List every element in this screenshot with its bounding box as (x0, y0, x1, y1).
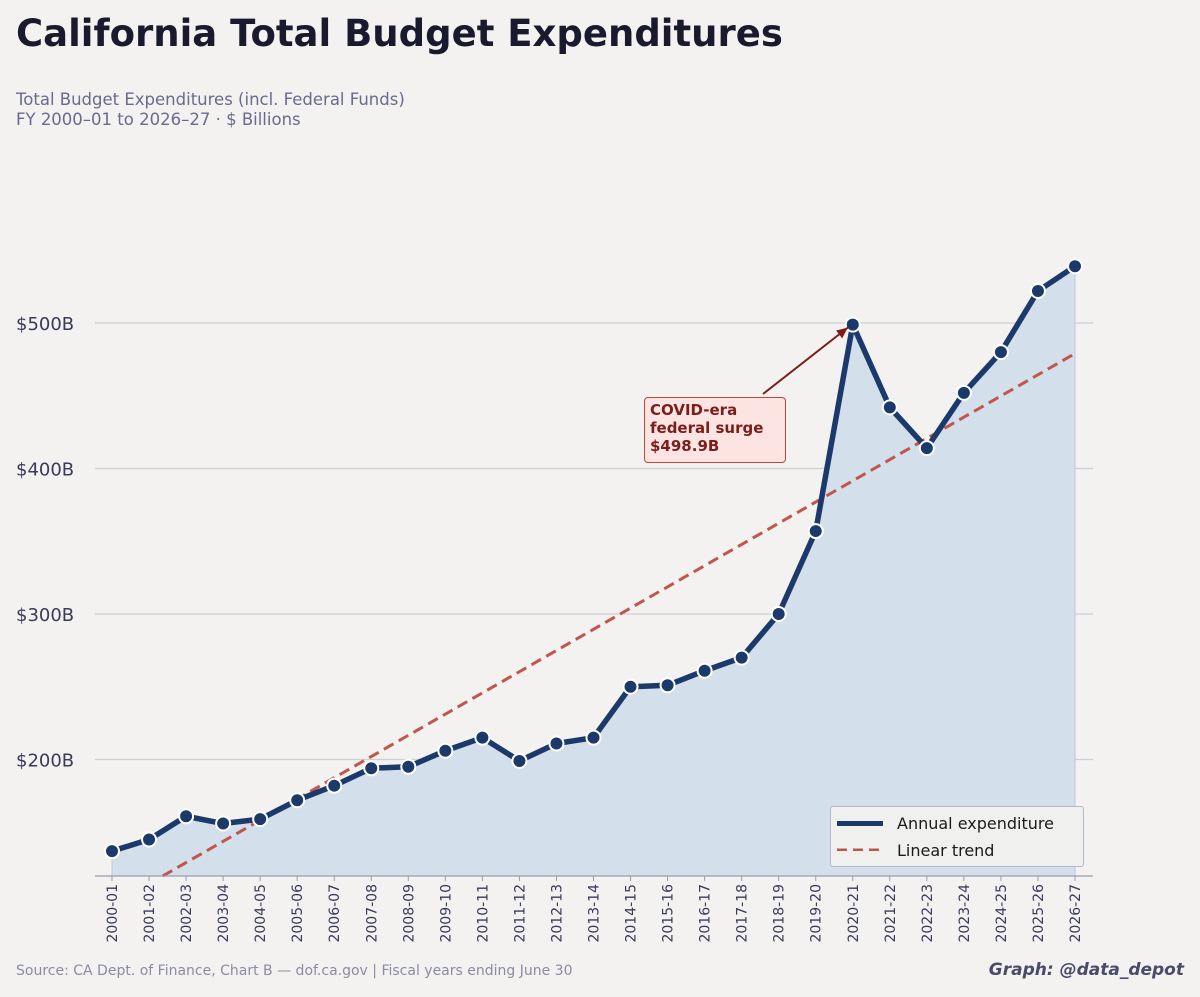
x-tick-label-2011-12: 2011-12 (512, 884, 528, 943)
x-tick-label-2009-10: 2009-10 (438, 884, 454, 943)
data-point-2000-01 (104, 843, 120, 860)
legend-item-trend: Linear trend (837, 839, 1077, 861)
data-point-2004-05 (252, 811, 269, 828)
data-point-2015-16 (659, 677, 676, 694)
x-tick-label-2007-08: 2007-08 (364, 884, 380, 943)
annotation-arrow (762, 326, 849, 395)
data-point-2007-08 (363, 760, 380, 777)
x-tick-label-2020-21: 2020-21 (846, 884, 862, 943)
x-tick-label-2002-03: 2002-03 (179, 884, 195, 943)
x-tick-label-2015-16: 2015-16 (661, 884, 677, 943)
annotation-line-2: federal surge (650, 419, 764, 437)
source-note: Source: CA Dept. of Finance, Chart B — d… (16, 963, 573, 979)
data-point-2005-06 (289, 792, 306, 809)
data-point-2001-02 (141, 831, 158, 848)
x-tick-label-2010-11: 2010-11 (475, 884, 491, 943)
annotation-line-3: $498.9B (650, 437, 720, 455)
covid-annotation-box: COVID-era federal surge $498.9B (644, 397, 786, 463)
data-point-2019-20 (807, 523, 824, 540)
data-point-2006-07 (326, 777, 343, 794)
x-tick-label-2016-17: 2016-17 (698, 884, 714, 943)
x-tick-label-2013-14: 2013-14 (587, 884, 603, 943)
data-point-2002-03 (178, 808, 195, 825)
data-point-2025-26 (1029, 282, 1046, 299)
x-tick-label-2006-07: 2006-07 (327, 884, 343, 943)
y-tick-label-300: $300B (16, 605, 74, 626)
x-tick-label-2026-27: 2026-27 (1068, 884, 1084, 943)
x-tick-label-2005-06: 2005-06 (290, 884, 306, 943)
data-point-2022-23 (918, 440, 935, 457)
x-tick-label-2000-01: 2000-01 (105, 884, 121, 943)
x-tick-label-2017-18: 2017-18 (735, 884, 751, 943)
x-tick-label-2018-19: 2018-19 (772, 884, 788, 943)
x-tick-label-2014-15: 2014-15 (624, 884, 640, 943)
x-tick-label-2021-22: 2021-22 (883, 884, 899, 943)
chart-title: California Total Budget Expenditures (16, 12, 783, 55)
x-tick-label-2004-05: 2004-05 (253, 884, 269, 943)
annotation-line-1: COVID-era (650, 401, 738, 419)
x-tick-label-2008-09: 2008-09 (401, 884, 417, 943)
annotation-arrowhead (836, 327, 848, 339)
data-point-2011-12 (511, 752, 528, 769)
data-point-2013-14 (585, 729, 602, 746)
data-point-2012-13 (548, 735, 565, 752)
x-tick-label-2003-04: 2003-04 (216, 884, 232, 943)
data-point-2009-10 (437, 742, 454, 759)
data-point-2008-09 (400, 758, 417, 775)
data-point-2017-18 (733, 649, 750, 666)
y-tick-label-400: $400B (16, 460, 74, 481)
data-point-2024-25 (992, 344, 1009, 361)
area-fill (111, 265, 1076, 877)
legend-label-trend: Linear trend (897, 841, 995, 860)
legend-item-annual: Annual expenditure (837, 812, 1077, 834)
x-tick-label-2019-20: 2019-20 (809, 884, 825, 943)
chart-subtitle-line1: Total Budget Expenditures (incl. Federal… (16, 90, 405, 109)
x-tick-label-2012-13: 2012-13 (549, 884, 565, 943)
x-tick-label-2024-25: 2024-25 (994, 884, 1010, 943)
graph-credit: Graph: @data_depot (988, 960, 1184, 980)
data-point-2003-04 (215, 815, 232, 832)
data-point-2010-11 (474, 729, 491, 746)
data-point-2016-17 (696, 662, 713, 679)
x-tick-label-2023-24: 2023-24 (957, 884, 973, 943)
x-tick-label-2022-23: 2022-23 (920, 884, 936, 943)
x-tick-label-2001-02: 2001-02 (142, 884, 158, 943)
y-tick-label-500: $500B (16, 314, 74, 335)
data-point-2020-21 (844, 316, 861, 333)
data-point-2018-19 (770, 606, 787, 622)
y-tick-label-200: $200B (16, 751, 74, 772)
legend-swatch-annual (837, 821, 883, 826)
legend-label-annual: Annual expenditure (897, 814, 1054, 833)
data-point-2021-22 (881, 399, 898, 416)
data-point-2026-27 (1067, 258, 1083, 275)
x-tick-label-2025-26: 2025-26 (1031, 884, 1047, 943)
chart-subtitle-line2: FY 2000–01 to 2026–27 · $ Billions (16, 110, 301, 129)
data-point-2014-15 (622, 678, 639, 695)
chart-legend: Annual expenditure Linear trend (830, 806, 1084, 867)
legend-swatch-trend (837, 848, 883, 851)
data-point-2023-24 (955, 384, 972, 401)
